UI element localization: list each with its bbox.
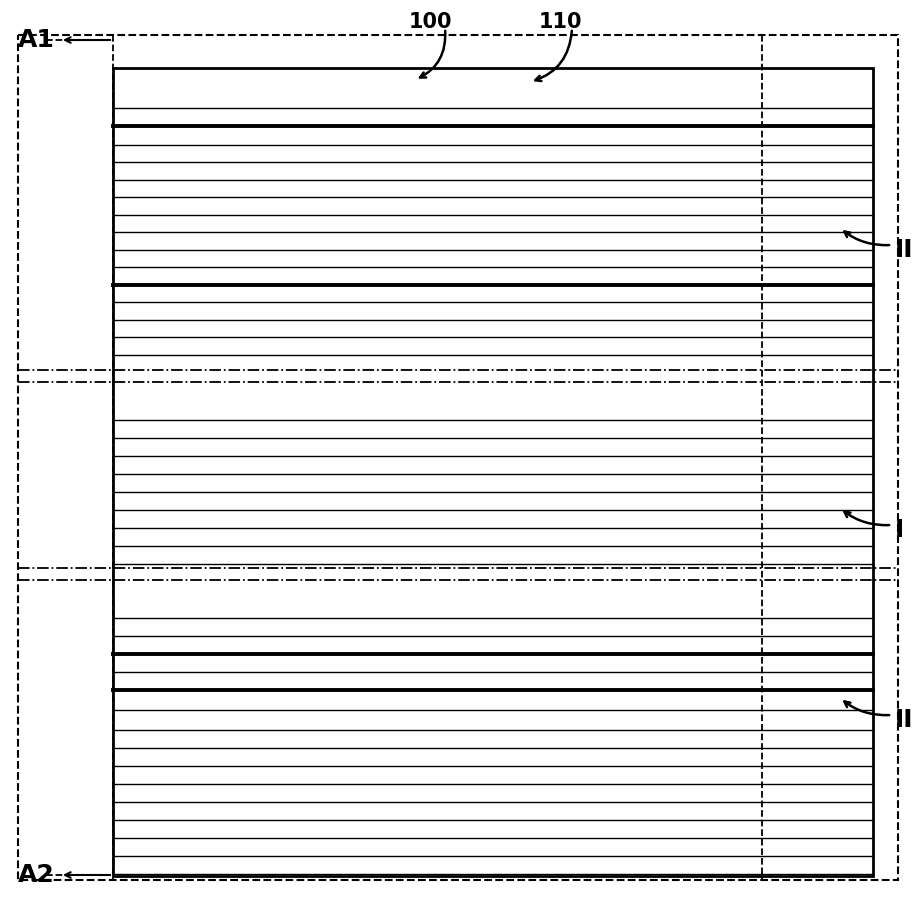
Text: I: I (895, 518, 905, 542)
Text: A2: A2 (18, 863, 55, 887)
Text: II: II (895, 238, 914, 262)
Text: A1: A1 (18, 28, 55, 52)
Text: 100: 100 (408, 12, 452, 32)
Text: 110: 110 (539, 12, 582, 32)
Text: II: II (895, 708, 914, 732)
Bar (113, 68, 873, 876)
